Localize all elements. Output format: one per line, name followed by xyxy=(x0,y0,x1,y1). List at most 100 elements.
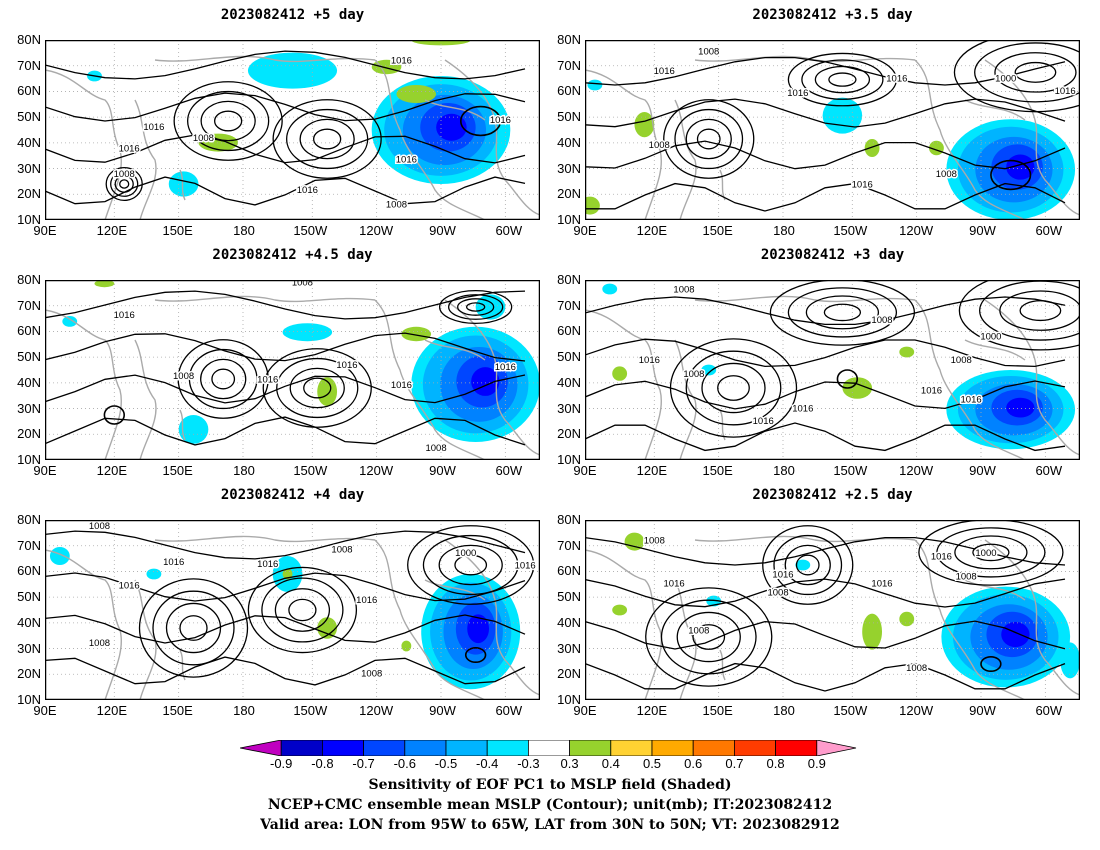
isobar-label: 1016 xyxy=(753,416,774,427)
lon-label: 90W xyxy=(429,223,456,238)
isobar-contour xyxy=(110,171,139,197)
shading-positive-cyan xyxy=(49,547,70,565)
panel-title: 2023082412 +4 day xyxy=(220,487,365,503)
lon-label: 120E xyxy=(96,463,127,478)
isobar-contour xyxy=(299,118,355,160)
lat-label: 50N xyxy=(17,109,41,125)
isobar-label: 1016 xyxy=(119,580,140,591)
colorbar-segment xyxy=(816,740,857,756)
lon-label: 90E xyxy=(573,223,597,238)
shading-blob xyxy=(634,112,655,138)
isobar-contour xyxy=(585,98,1066,128)
caption-line-2: NCEP+CMC ensemble mean MSLP (Contour); u… xyxy=(267,797,833,813)
coastline xyxy=(444,59,540,216)
isobar-contour xyxy=(990,159,1032,191)
lat-label: 30N xyxy=(557,640,581,656)
map-panel: 1008 1016 1008 1016 1016 1016 1016 1008 xyxy=(45,280,540,460)
lat-label: 40N xyxy=(17,614,41,630)
isobar-contour xyxy=(769,280,916,346)
isobar-contour xyxy=(247,566,358,654)
coastline xyxy=(424,579,486,601)
map-frame xyxy=(45,520,540,700)
isobar-contour xyxy=(165,602,222,654)
coastline xyxy=(374,299,486,460)
coastline xyxy=(964,99,1026,121)
isobar-label: 1008 xyxy=(688,625,709,636)
isobar-contour xyxy=(177,339,269,419)
map-panel: 1008 1016 1000 1016 1016 1016 1008 1008 1008 1008 xyxy=(585,520,1080,700)
shading-blob xyxy=(864,139,880,157)
isobar-contour xyxy=(105,166,143,202)
isobar-label: 1000 xyxy=(975,548,996,559)
isobar-label: 1008 xyxy=(292,280,313,288)
isobar-label: 1008 xyxy=(906,663,927,674)
isobar-contour xyxy=(585,296,1066,326)
isobar-contour xyxy=(660,599,757,675)
isobar-contour xyxy=(972,543,1010,562)
lon-label: 180 xyxy=(233,703,255,718)
shading-positive-cyan xyxy=(247,52,338,89)
isobar-contour xyxy=(460,105,502,137)
colorbar-label: -0.7 xyxy=(352,756,375,771)
lat-label: 60N xyxy=(17,323,41,339)
map-panel: 1008 1008 1000 1016 1016 1016 1016 1008 1008 1016 xyxy=(45,520,540,700)
isobar-label: 1016 xyxy=(961,394,982,405)
shading-blob xyxy=(612,604,628,616)
isobar-label: 1016 xyxy=(396,154,417,165)
isobar-contour xyxy=(787,52,898,107)
isobar-contour xyxy=(685,350,782,426)
isobar-contour xyxy=(289,367,345,409)
isobar-label: 1008 xyxy=(649,140,670,151)
isobar-label: 1016 xyxy=(257,559,278,570)
lon-label: 90W xyxy=(969,223,996,238)
coastline xyxy=(984,539,1080,696)
shading-blob xyxy=(401,326,432,342)
lon-label: 180 xyxy=(773,703,795,718)
lon-label: 60W xyxy=(495,703,523,718)
colorbar-label: -0.4 xyxy=(475,756,499,771)
lon-label: 150W xyxy=(833,223,868,238)
colorbar-segment xyxy=(569,740,612,756)
colorbar-label: 0.9 xyxy=(807,756,826,771)
colorbar-label: 0.7 xyxy=(725,756,744,771)
isobar-label: 1008 xyxy=(193,133,214,144)
colorbar-label: -0.5 xyxy=(434,756,458,771)
lon-label: 90E xyxy=(573,703,597,718)
isobar-label: 1008 xyxy=(956,571,977,582)
isobar-label: 1016 xyxy=(356,595,377,606)
isobar-label: 1000 xyxy=(455,548,476,559)
shading-blob xyxy=(612,366,628,381)
lat-label: 30N xyxy=(557,400,581,416)
isobar-label: 1008 xyxy=(89,638,110,649)
isobar-contour xyxy=(456,298,495,316)
lon-label: 90E xyxy=(33,463,57,478)
isobar-contour xyxy=(45,614,526,644)
coastline xyxy=(984,59,1080,216)
isobar-label: 1016 xyxy=(391,380,412,391)
isobar-contour xyxy=(585,182,1066,212)
coastline xyxy=(674,339,697,460)
isobar-contour xyxy=(1014,61,1057,83)
isobar-contour xyxy=(285,108,369,170)
isobar-label: 1008 xyxy=(173,371,194,382)
isobar-contour xyxy=(692,624,726,650)
isobar-contour xyxy=(119,179,130,189)
colorbar-label: -0.6 xyxy=(393,756,416,771)
lat-label: 70N xyxy=(17,537,41,553)
colorbar-label: 0.3 xyxy=(560,756,579,771)
isobar-contour xyxy=(701,362,766,414)
lon-label: 90E xyxy=(33,223,57,238)
isobar-contour xyxy=(585,578,1066,608)
isobar-label: 1016 xyxy=(257,375,278,386)
colorbar-label: 0.8 xyxy=(766,756,785,771)
lat-label: 20N xyxy=(557,426,581,442)
isobar-label: 1016 xyxy=(772,570,793,581)
isobar-contour xyxy=(585,56,1066,86)
isobar-label: 1016 xyxy=(654,66,675,77)
isobar-contour xyxy=(45,572,526,602)
isobar-contour xyxy=(422,534,519,596)
lat-label: 10N xyxy=(17,452,41,467)
isobar-label: 1008 xyxy=(683,369,704,380)
lon-label: 120E xyxy=(636,223,667,238)
lat-label: 50N xyxy=(17,589,41,605)
